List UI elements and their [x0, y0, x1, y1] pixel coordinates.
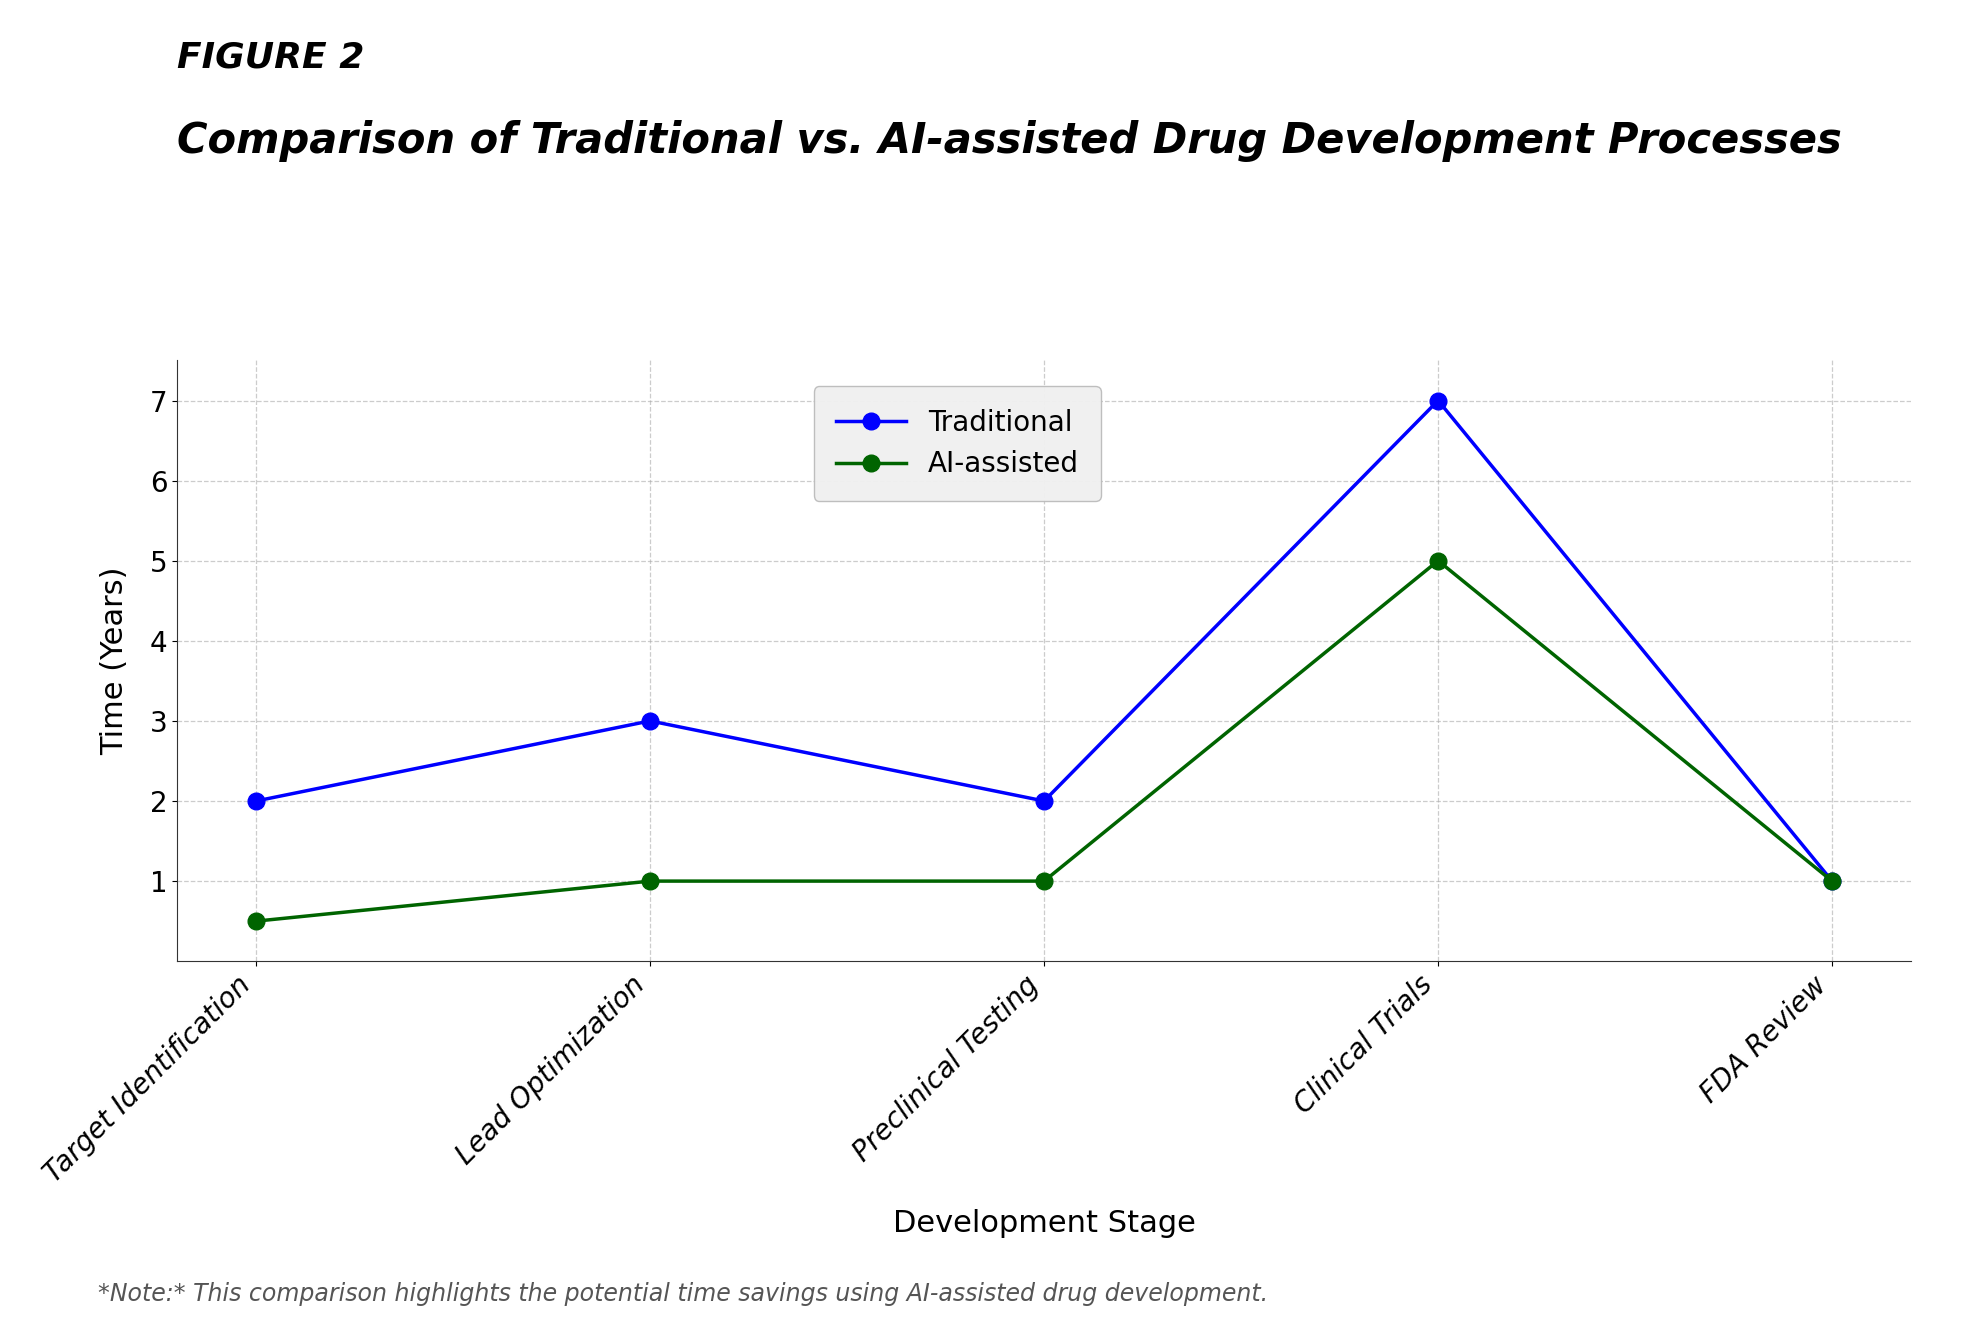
- AI-assisted: [244, 913, 268, 929]
- Line: AI-assisted: AI-assisted: [248, 553, 1840, 929]
- Legend: Traditional, AI-assisted: Traditional, AI-assisted: [814, 386, 1101, 501]
- Text: *Note:* This comparison highlights the potential time savings using AI-assisted : *Note:* This comparison highlights the p…: [98, 1282, 1269, 1306]
- X-axis label: Development Stage: Development Stage: [892, 1210, 1196, 1238]
- Traditional: [1820, 873, 1844, 889]
- Line: Traditional: Traditional: [248, 392, 1840, 889]
- AI-assisted: [1820, 873, 1844, 889]
- AI-assisted: [1426, 553, 1450, 569]
- Traditional: [638, 713, 662, 729]
- Traditional: [1032, 793, 1056, 809]
- Y-axis label: Time (Years): Time (Years): [100, 566, 128, 756]
- Traditional: [244, 793, 268, 809]
- AI-assisted: [638, 873, 662, 889]
- AI-assisted: [1032, 873, 1056, 889]
- Text: Comparison of Traditional vs. AI-assisted Drug Development Processes: Comparison of Traditional vs. AI-assiste…: [177, 120, 1842, 162]
- Traditional: [1426, 392, 1450, 409]
- Text: FIGURE 2: FIGURE 2: [177, 40, 364, 73]
